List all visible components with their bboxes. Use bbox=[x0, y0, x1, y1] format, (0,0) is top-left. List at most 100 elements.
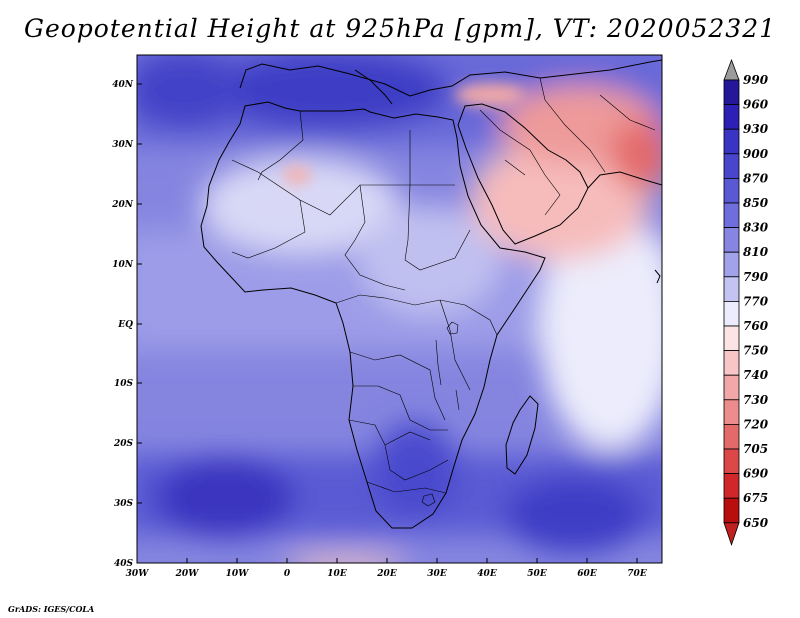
field-low-sahara bbox=[200, 157, 400, 253]
border-south-africa bbox=[366, 481, 447, 494]
colorbar-level-label: 730 bbox=[743, 393, 769, 407]
field-high-south-africa bbox=[373, 422, 457, 518]
lesotho-outline bbox=[421, 493, 436, 507]
colorbar-swatch bbox=[723, 497, 740, 524]
colorbar-swatch bbox=[723, 276, 740, 302]
colorbar-level-label: 770 bbox=[743, 294, 769, 308]
colorbar-swatch bbox=[723, 399, 740, 425]
lon-tick-label: 40E bbox=[477, 569, 497, 579]
colorbar-swatch bbox=[723, 300, 740, 327]
colorbar-level-label: 690 bbox=[743, 467, 769, 481]
colorbar-level-label: 960 bbox=[743, 98, 769, 112]
field-high-med bbox=[210, 55, 450, 130]
lake-victoria bbox=[446, 321, 459, 335]
lat-tick-label: 40S bbox=[114, 559, 134, 569]
colorbar-swatch bbox=[723, 350, 740, 376]
colorbar-bottom-arrow bbox=[723, 522, 740, 547]
field-low-pakistan bbox=[610, 120, 662, 190]
persia-india-coastline bbox=[587, 171, 662, 189]
lon-tick-label: 60E bbox=[577, 569, 597, 579]
colorbar-level-label: 740 bbox=[743, 368, 769, 382]
lon-tick-label: 70E bbox=[627, 569, 647, 579]
colorbar-level-label: 650 bbox=[743, 516, 769, 530]
colorbar: 990 960 930 900 870 850 830 810 790 770 760 750 740 7… bbox=[723, 58, 769, 547]
border-iran bbox=[539, 77, 656, 173]
italy-coastline bbox=[354, 69, 393, 105]
lat-tick-label: 20S bbox=[113, 439, 134, 449]
lat-tick-label: 30S bbox=[114, 499, 134, 509]
lat-tick-label: 40N bbox=[112, 80, 134, 90]
colorbar-swatch bbox=[723, 473, 740, 499]
colorbar-swatch bbox=[723, 423, 740, 450]
chart-title: Geopotential Height at 925hPa [gpm], VT:… bbox=[23, 14, 777, 43]
lon-tick-label: 50E bbox=[527, 569, 547, 579]
colorbar-swatch bbox=[723, 448, 740, 475]
field-high-indian bbox=[505, 477, 645, 553]
border-mali-niger bbox=[231, 199, 306, 259]
colorbar-top-arrow bbox=[723, 58, 740, 81]
lon-tick-label: 30W bbox=[126, 569, 150, 579]
lon-tick-label: 30E bbox=[427, 569, 447, 579]
border-chad-sudan bbox=[344, 184, 406, 291]
lon-tick-label: 10W bbox=[226, 569, 250, 579]
colorbar-level-label: 750 bbox=[743, 344, 769, 358]
field-low-sahara-core bbox=[283, 165, 311, 185]
credit-text: GrADS: IGES/COLA bbox=[8, 604, 95, 614]
border-arabia bbox=[479, 109, 561, 216]
lake-tanganyika-malawi bbox=[435, 339, 460, 411]
colorbar-swatch bbox=[723, 153, 740, 179]
border-southern-africa bbox=[348, 419, 449, 481]
colorbar-level-label: 930 bbox=[743, 122, 769, 136]
lon-tick-label: 20W bbox=[175, 569, 200, 579]
colorbar-level-label: 810 bbox=[743, 245, 769, 259]
field-low-levant bbox=[455, 83, 525, 107]
latitude-ticks: 40N 30N 20N 10N EQ 10S 20S 30S 40S bbox=[111, 80, 142, 569]
continent-outlines bbox=[200, 59, 662, 529]
colorbar-level-label: 790 bbox=[743, 270, 769, 284]
border-sudan-egypt bbox=[404, 130, 471, 271]
field-high-atlantic-north bbox=[137, 55, 245, 130]
lon-tick-label: 10E bbox=[327, 569, 347, 579]
colorbar-level-label: 675 bbox=[743, 491, 768, 505]
border-sahel-north bbox=[231, 159, 455, 216]
border-maghreb bbox=[257, 110, 304, 181]
country-borders bbox=[231, 77, 656, 507]
field-low-arabia bbox=[470, 140, 650, 260]
colorbar-level-label: 830 bbox=[743, 221, 769, 235]
colorbar-level-label: 990 bbox=[743, 73, 769, 87]
field-high-south-atlantic bbox=[155, 458, 295, 538]
colorbar-level-label: 900 bbox=[743, 147, 769, 161]
border-angola-zambia bbox=[353, 385, 448, 431]
colorbar-swatch bbox=[723, 374, 740, 401]
lat-tick-label: 20N bbox=[111, 200, 134, 210]
colorbar-level-label: 720 bbox=[743, 417, 769, 431]
colorbar-swatch bbox=[723, 104, 740, 130]
border-congo bbox=[349, 351, 446, 421]
border-east-africa bbox=[439, 299, 498, 391]
colorbar-swatch bbox=[723, 251, 740, 278]
madagascar-coastline bbox=[505, 395, 539, 475]
sri-lanka-coastline bbox=[654, 269, 661, 284]
colorbar-swatch bbox=[723, 128, 740, 155]
lat-tick-label: 30N bbox=[112, 140, 134, 150]
lon-tick-label: 0 bbox=[284, 569, 291, 579]
border-central-africa bbox=[335, 294, 466, 306]
colorbar-swatch bbox=[723, 202, 740, 229]
colorbar-swatch bbox=[723, 325, 740, 352]
colorbar-level-label: 870 bbox=[743, 171, 769, 185]
africa-coastline bbox=[200, 101, 546, 529]
colorbar-swatch bbox=[723, 227, 740, 253]
field-low-arabian-sea bbox=[540, 210, 662, 450]
lat-tick-label: 10N bbox=[112, 260, 134, 270]
arabia-coastline bbox=[457, 103, 589, 245]
colorbar-level-label: 850 bbox=[743, 196, 769, 210]
map-frame bbox=[136, 54, 663, 564]
field-low-antarctic-edge bbox=[287, 556, 403, 563]
colorbar-swatch bbox=[723, 177, 740, 204]
colorbar-level-label: 705 bbox=[743, 442, 768, 456]
longitude-ticks: 30W 20W 10W 0 10E 20E 30E 40E 50E 60E 70… bbox=[126, 558, 647, 579]
lon-tick-label: 20E bbox=[376, 569, 397, 579]
colorbar-level-label: 760 bbox=[743, 319, 769, 333]
lat-tick-label: EQ bbox=[117, 320, 133, 330]
